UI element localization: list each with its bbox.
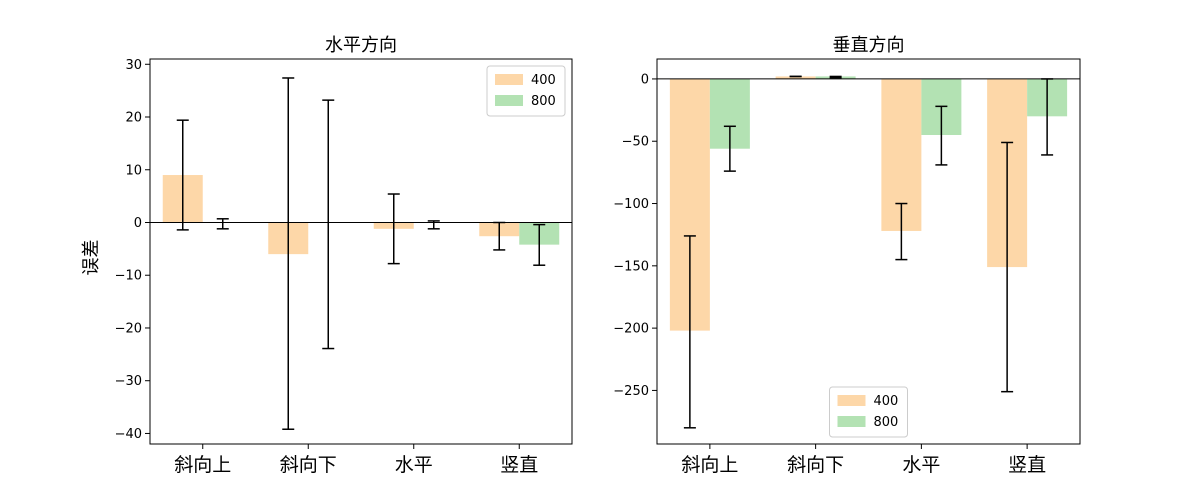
y-tick-label: −100 (613, 197, 649, 212)
plot-frame (149, 58, 573, 445)
y-tick-label: −250 (613, 384, 649, 399)
y-tick-label: 10 (125, 163, 142, 178)
y-tick-label: −20 (115, 321, 142, 336)
y-axis-label: 误差 (81, 240, 102, 276)
y-tick-label: −40 (115, 427, 142, 442)
y-tick-label: −10 (115, 269, 142, 284)
x-tick-label: 竖直 (500, 454, 538, 476)
x-tick-label: 斜向上 (681, 454, 738, 476)
x-tick-label: 斜向上 (174, 454, 231, 476)
y-tick-label: 20 (125, 111, 142, 126)
x-tick-label: 斜向下 (787, 454, 844, 476)
x-tick-label: 水平 (902, 454, 940, 476)
legend-label: 800 (531, 94, 556, 109)
legend-label: 400 (531, 73, 556, 88)
x-tick-label: 水平 (395, 454, 433, 476)
y-tick-label: 30 (125, 58, 142, 73)
x-tick-label: 竖直 (1008, 454, 1046, 476)
legend-label: 800 (874, 415, 899, 430)
y-tick-label: 0 (641, 72, 649, 87)
bar-400-1 (775, 76, 816, 79)
y-tick-label: 0 (134, 216, 142, 231)
chart-title: 水平方向 (325, 35, 397, 56)
chart-title: 垂直方向 (833, 35, 905, 56)
y-tick-label: −150 (613, 259, 649, 274)
legend-label: 400 (874, 394, 899, 409)
legend-swatch-400 (495, 74, 523, 85)
legend-swatch-800 (837, 416, 866, 427)
legend-swatch-400 (837, 395, 866, 406)
y-tick-label: −200 (613, 322, 649, 337)
plot-frame (656, 58, 1081, 445)
x-tick-label: 斜向下 (280, 454, 337, 476)
y-tick-label: −30 (115, 374, 142, 389)
legend-swatch-800 (495, 95, 523, 106)
y-tick-label: −50 (622, 135, 649, 150)
